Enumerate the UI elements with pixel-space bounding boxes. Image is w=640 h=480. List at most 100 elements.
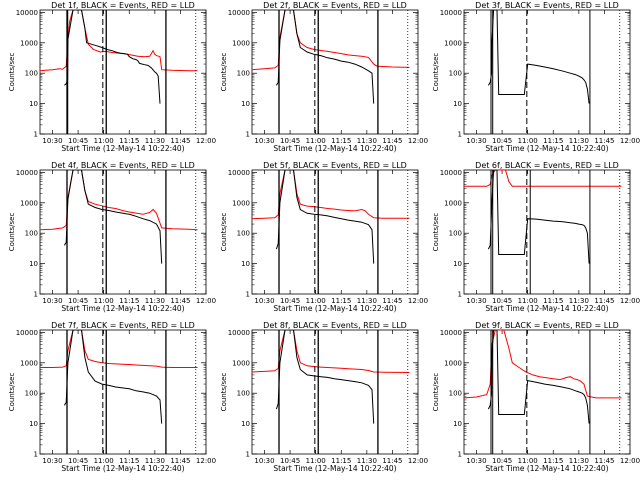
plot-area <box>40 170 198 294</box>
x-tick-label: 11:45 <box>382 137 402 145</box>
x-tick-label: 10:30 <box>42 457 62 465</box>
y-axis-label: Counts/sec <box>8 213 16 252</box>
y-tick-label: 10000 <box>16 329 38 337</box>
events-series-line <box>64 10 161 104</box>
y-axis-label: Counts/sec <box>432 373 440 412</box>
y-tick-label: 1 <box>246 291 250 299</box>
x-axis-label: Start Time (12-May-14 10:22:40) <box>61 304 184 313</box>
x-tick-label: 11:15 <box>119 297 139 305</box>
y-tick-label: 1 <box>34 451 38 459</box>
x-tick-label: 10:45 <box>492 297 512 305</box>
x-tick-label: 11:45 <box>382 457 402 465</box>
lld-series-line <box>40 170 198 231</box>
y-tick-label: 1000 <box>232 199 250 207</box>
x-tick-label: 10:30 <box>42 297 62 305</box>
y-tick-label: 10 <box>29 260 38 268</box>
plot-area <box>487 10 621 134</box>
events-series-line <box>487 170 590 264</box>
x-tick-label: 11:00 <box>306 297 326 305</box>
y-tick-label: 100 <box>25 390 38 398</box>
x-tick-label: 10:30 <box>254 137 274 145</box>
y-axis-label: Counts/sec <box>220 213 228 252</box>
plot-frame <box>251 329 419 455</box>
y-tick-label: 1 <box>246 451 250 459</box>
panel-title: Det 4f, BLACK = Events, RED = LLD <box>51 161 195 170</box>
y-axis-label: Counts/sec <box>8 373 16 412</box>
y-axis-label: Counts/sec <box>432 53 440 92</box>
plot-area <box>252 330 410 454</box>
y-tick-label: 10000 <box>440 9 462 17</box>
y-tick-label: 1 <box>458 291 462 299</box>
panel-5: Det 5f, BLACK = Events, RED = LLD 1 10 100 1… <box>220 161 428 313</box>
plot-area <box>40 330 198 454</box>
y-tick-label: 1000 <box>20 359 38 367</box>
plot-frame <box>39 9 207 135</box>
panel-1: Det 1f, BLACK = Events, RED = LLD 1 10 100 1… <box>8 1 216 153</box>
y-tick-label: 10000 <box>228 329 250 337</box>
panel-title: Det 7f, BLACK = Events, RED = LLD <box>51 321 195 330</box>
x-tick-label: 11:30 <box>357 137 377 145</box>
panel-6: Det 6f, BLACK = Events, RED = LLD 1 10 100 1… <box>432 161 640 313</box>
plot-frame <box>463 329 631 455</box>
x-tick-label: 11:00 <box>94 137 114 145</box>
lld-series-line <box>464 170 622 187</box>
x-tick-label: 10:45 <box>68 457 88 465</box>
y-tick-label: 1000 <box>20 199 38 207</box>
x-tick-label: 11:30 <box>569 457 589 465</box>
x-axis-label: Start Time (12-May-14 10:22:40) <box>273 144 396 153</box>
y-tick-label: 10 <box>29 420 38 428</box>
events-series-line <box>275 170 375 264</box>
y-tick-label: 10 <box>453 420 462 428</box>
x-tick-label: 11:00 <box>518 297 538 305</box>
panel-title: Det 9f, BLACK = Events, RED = LLD <box>475 321 619 330</box>
plot-area <box>464 330 622 454</box>
x-tick-label: 11:30 <box>145 137 165 145</box>
x-tick-label: 11:00 <box>518 137 538 145</box>
x-tick-label: 11:30 <box>357 457 377 465</box>
y-tick-label: 10 <box>241 260 250 268</box>
y-tick-label: 1000 <box>444 39 462 47</box>
x-tick-label: 11:30 <box>569 297 589 305</box>
x-tick-label: 11:15 <box>543 137 563 145</box>
lld-series-line <box>40 10 198 72</box>
x-tick-label: 12:00 <box>408 457 428 465</box>
x-axis-label: Start Time (12-May-14 10:22:40) <box>61 464 184 473</box>
panel-7: Det 7f, BLACK = Events, RED = LLD 1 10 100 1… <box>8 321 216 473</box>
x-tick-label: 12:00 <box>620 137 640 145</box>
events-series-line <box>275 10 375 104</box>
x-axis-label: Start Time (12-May-14 10:22:40) <box>273 464 396 473</box>
panel-title: Det 8f, BLACK = Events, RED = LLD <box>263 321 407 330</box>
plot-frame <box>463 169 631 295</box>
y-tick-label: 10 <box>241 100 250 108</box>
y-tick-label: 1000 <box>232 359 250 367</box>
y-tick-label: 10000 <box>228 169 250 177</box>
panel-8: Det 8f, BLACK = Events, RED = LLD 1 10 100 1… <box>220 321 428 473</box>
x-tick-label: 11:30 <box>145 297 165 305</box>
y-tick-label: 100 <box>449 70 462 78</box>
y-tick-label: 10 <box>453 100 462 108</box>
x-tick-label: 11:00 <box>94 457 114 465</box>
x-tick-label: 11:45 <box>594 137 614 145</box>
y-axis-label: Counts/sec <box>220 53 228 92</box>
x-tick-label: 11:15 <box>331 297 351 305</box>
x-tick-label: 11:45 <box>170 457 190 465</box>
x-tick-label: 11:00 <box>306 137 326 145</box>
x-tick-label: 11:30 <box>145 457 165 465</box>
x-axis-label: Start Time (12-May-14 10:22:40) <box>273 304 396 313</box>
x-tick-label: 10:30 <box>254 457 274 465</box>
x-tick-label: 10:30 <box>42 137 62 145</box>
y-tick-label: 10 <box>453 260 462 268</box>
y-axis-label: Counts/sec <box>432 213 440 252</box>
y-tick-label: 100 <box>449 390 462 398</box>
events-series-line <box>63 330 163 424</box>
x-tick-label: 10:45 <box>492 137 512 145</box>
y-tick-label: 1 <box>458 131 462 139</box>
y-tick-label: 10000 <box>16 9 38 17</box>
y-tick-label: 100 <box>237 70 250 78</box>
x-axis-label: Start Time (12-May-14 10:22:40) <box>485 304 608 313</box>
y-axis-label: Counts/sec <box>220 373 228 412</box>
y-tick-label: 100 <box>449 230 462 238</box>
y-tick-label: 10 <box>241 420 250 428</box>
x-tick-label: 11:15 <box>119 137 139 145</box>
y-tick-label: 10 <box>29 100 38 108</box>
